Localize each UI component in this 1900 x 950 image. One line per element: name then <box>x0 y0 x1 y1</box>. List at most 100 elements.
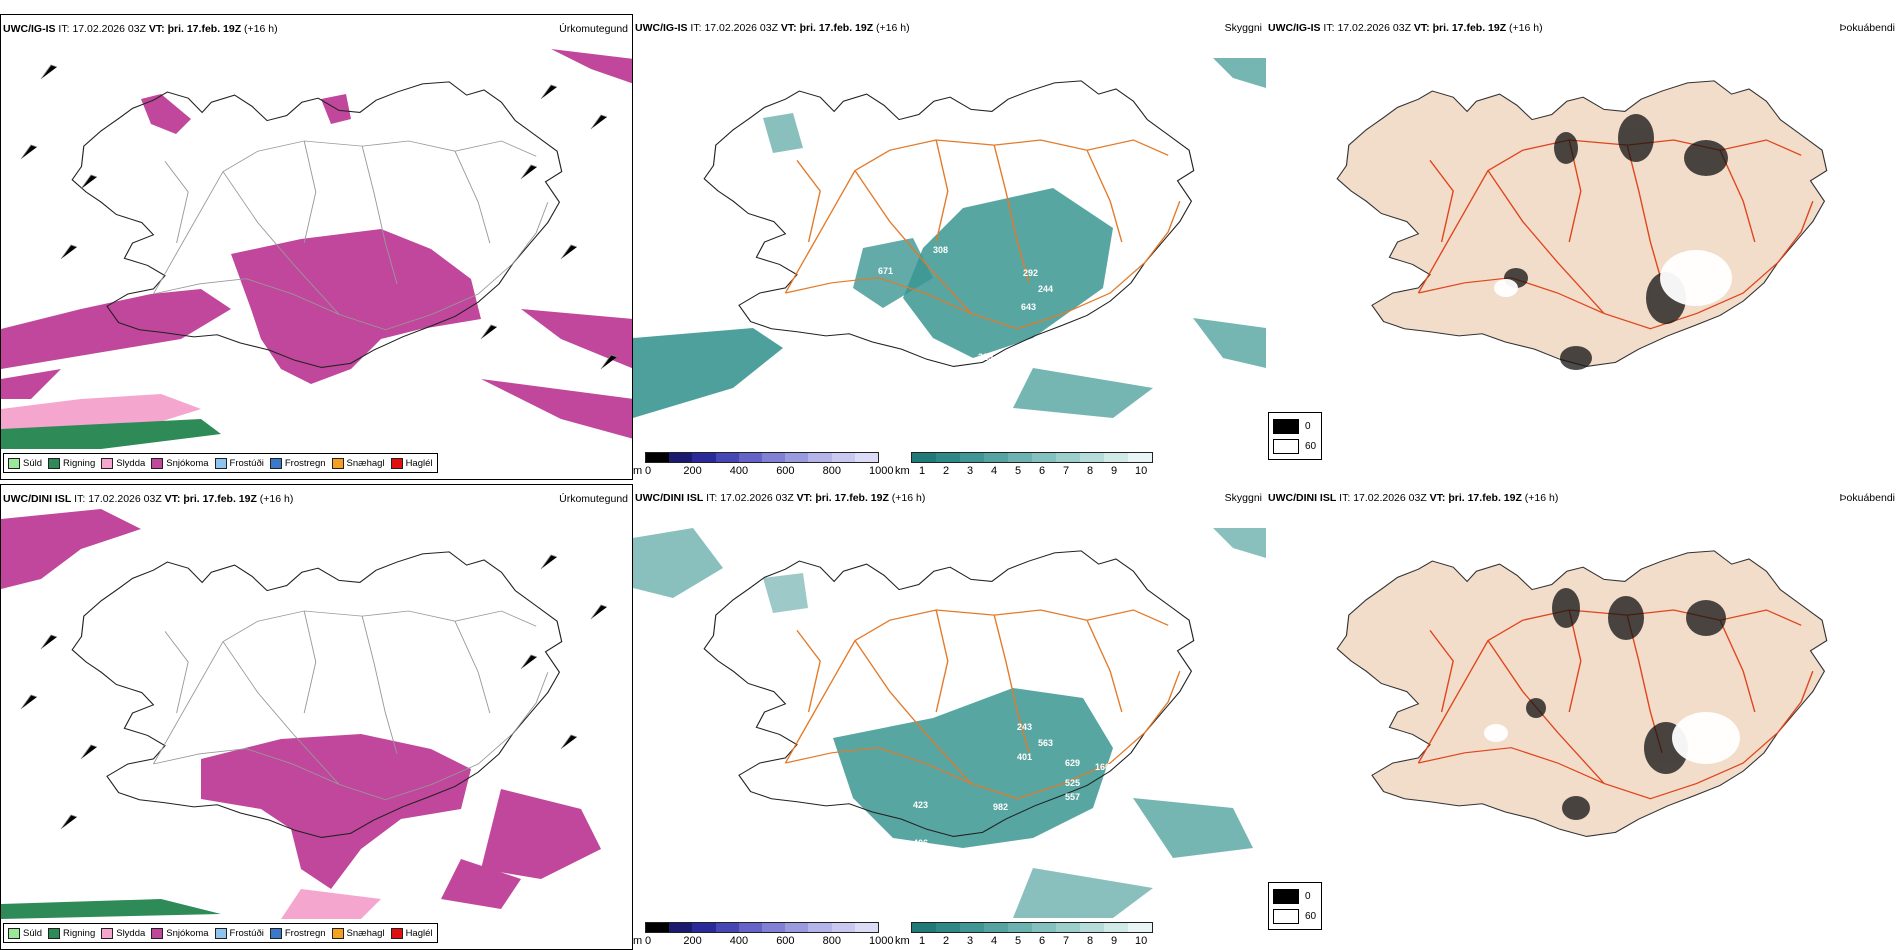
legend-swatch <box>331 457 344 469</box>
legend-item-snæhagl: Snæhagl <box>331 927 385 939</box>
legend-item-rigning: Rigning <box>48 927 96 939</box>
legend-label: Snæhagl <box>346 927 385 939</box>
ceiling-label: 329 <box>978 352 993 362</box>
m-tick-label: 1000 <box>869 465 894 477</box>
km-color-step <box>1032 923 1056 932</box>
m-color-step <box>692 923 716 932</box>
legend-item-slydda: Slydda <box>101 457 146 469</box>
precip-rain-area <box>1 419 221 449</box>
m-tick-label: 600 <box>776 465 795 477</box>
ceiling-label: 423 <box>913 800 928 810</box>
km-color-step <box>1056 453 1080 462</box>
legend-swatch <box>151 457 164 469</box>
ceiling-label: 525 <box>1065 778 1080 788</box>
legend-label: Frostúði <box>229 457 264 469</box>
m-tick-label: 200 <box>683 935 702 947</box>
m-color-step <box>669 453 693 462</box>
legend-swatch <box>48 457 61 469</box>
km-tick-label: 9 <box>1111 935 1118 947</box>
ceiling-label: 292 <box>1023 268 1038 278</box>
m-color-step <box>761 923 786 932</box>
fog-dark-patches <box>1504 114 1728 370</box>
wind-barbs <box>20 554 608 830</box>
km-color-step <box>1080 453 1104 462</box>
fog-legend-label: 0 <box>1305 421 1311 432</box>
km-unit-label: km <box>895 935 910 947</box>
legend-swatch <box>390 457 403 469</box>
precip-snow-areas <box>1 509 601 909</box>
legend-item-snjókoma: Snjókoma <box>151 457 209 469</box>
precip-legend: Súld Rigning Slydda Snjókoma Frostúði Frostre… <box>3 923 438 943</box>
precip-map <box>1 509 608 919</box>
km-tick-label: 2 <box>943 465 950 477</box>
km-color-step <box>984 923 1008 932</box>
km-color-step <box>912 923 936 932</box>
precip-rain-area <box>1 899 221 919</box>
ceiling-label: 563 <box>1038 738 1053 748</box>
ceiling-label: 160 <box>1095 762 1110 772</box>
ceiling-label: 643 <box>1021 302 1036 312</box>
legend-label: Frostregn <box>284 457 326 469</box>
precip-sleet-area <box>281 889 381 919</box>
km-tick-label: 10 <box>1135 465 1148 477</box>
m-color-step <box>785 453 809 462</box>
fog-legend-item: 0 <box>1273 419 1311 434</box>
km-tick-label: 2 <box>943 935 950 947</box>
km-color-step <box>1128 453 1152 462</box>
legend-swatch <box>390 927 403 939</box>
legend-item-súld: Súld <box>8 457 43 469</box>
m-unit-label: m <box>633 935 643 947</box>
fog-legend-label: 60 <box>1305 911 1317 922</box>
km-tick-label: 1 <box>919 465 926 477</box>
ceiling-label: 507 <box>981 432 996 442</box>
legend-item-haglél: Haglél <box>390 457 433 469</box>
ceiling-label: 32 <box>945 696 955 706</box>
ceiling-label: 29 <box>971 884 981 894</box>
m-unit-label: m <box>633 465 643 477</box>
panel-header: UWC/DINI ISL IT: 17.02.2026 03Z VT: þri.… <box>635 492 926 504</box>
panel-title: Úrkomutegund <box>559 493 628 505</box>
legend-label: Haglél <box>405 457 433 469</box>
legend-item-frostregn: Frostregn <box>269 927 326 939</box>
legend-label: Frostúði <box>229 927 264 939</box>
panel-title: Úrkomutegund <box>559 23 628 35</box>
fog-legend-label: 60 <box>1305 441 1317 452</box>
legend-item-rigning: Rigning <box>48 457 96 469</box>
legend-label: Rigning <box>63 927 96 939</box>
km-color-step <box>1056 923 1080 932</box>
km-color-step <box>1008 923 1032 932</box>
ceiling-label: 165 <box>1071 340 1086 350</box>
legend-swatch <box>269 927 282 939</box>
panel-header: UWC/IG-IS IT: 17.02.2026 03Z VT: þri. 17… <box>3 23 278 35</box>
iceland-land <box>1336 80 1828 368</box>
ceiling-label: 946 <box>995 420 1010 430</box>
wind-barbs <box>20 64 618 370</box>
km-color-step <box>1104 923 1128 932</box>
legend-label: Slydda <box>116 457 146 469</box>
km-tick-label: 10 <box>1135 935 1148 947</box>
fog-legend-swatch <box>1273 419 1299 434</box>
fog-legend-swatch <box>1273 909 1299 924</box>
legend-label: Súld <box>23 927 43 939</box>
ceiling-label: 401 <box>1017 752 1032 762</box>
km-tick-label: 5 <box>1015 935 1022 947</box>
m-color-step <box>738 453 762 462</box>
fog-map <box>1336 80 1828 370</box>
km-color-step <box>960 453 984 462</box>
panel-header: UWC/IG-IS IT: 17.02.2026 03Z VT: þri. 17… <box>635 22 910 34</box>
legend-label: Súld <box>23 457 43 469</box>
iceland-land <box>1336 550 1828 838</box>
m-color-step <box>715 453 739 462</box>
legend-swatch <box>101 457 114 469</box>
km-color-step <box>1104 453 1128 462</box>
m-color-bar <box>645 452 879 463</box>
km-tick-label: 3 <box>967 465 974 477</box>
km-tick-label: 3 <box>967 935 974 947</box>
km-color-step <box>1032 453 1056 462</box>
ceiling-label: 629 <box>1065 758 1080 768</box>
legend-label: Rigning <box>63 457 96 469</box>
km-tick-label: 6 <box>1039 465 1046 477</box>
km-unit-label: km <box>895 465 910 477</box>
